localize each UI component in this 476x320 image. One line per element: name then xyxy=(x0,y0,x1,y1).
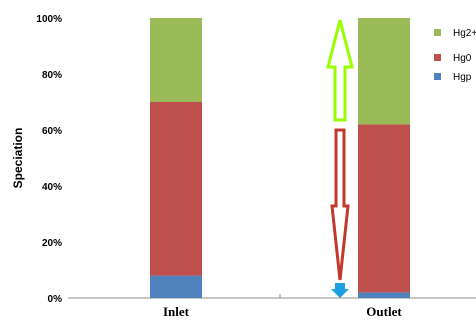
annotation-arrows xyxy=(326,19,354,298)
y-tick-label: 80% xyxy=(42,70,62,81)
up-arrow xyxy=(326,19,354,122)
y-tick-label: 0% xyxy=(48,294,63,305)
y-tick-label: 60% xyxy=(42,126,62,137)
x-category-label: Outlet xyxy=(366,304,402,319)
bar-segment xyxy=(150,275,202,298)
y-axis-title: Speciation xyxy=(11,128,25,189)
bar-segment xyxy=(150,102,202,276)
bar-segment xyxy=(358,292,410,298)
legend-swatch xyxy=(434,29,441,36)
down-arrow-tip xyxy=(331,283,349,298)
y-tick-label: 20% xyxy=(42,238,62,249)
legend-label: Hg0 xyxy=(453,53,472,64)
y-tick-label: 100% xyxy=(36,14,62,25)
y-tick-label: 40% xyxy=(42,182,62,193)
bar-segment xyxy=(358,18,410,125)
bar-segment xyxy=(150,18,202,102)
legend-label: Hg2+ xyxy=(453,28,476,39)
x-category-label: Inlet xyxy=(163,304,190,319)
legend-swatch xyxy=(434,54,441,61)
legend-swatch xyxy=(434,73,441,80)
down-arrow xyxy=(330,128,350,281)
bar-segment xyxy=(358,124,410,293)
legend-label: Hgp xyxy=(453,72,472,83)
